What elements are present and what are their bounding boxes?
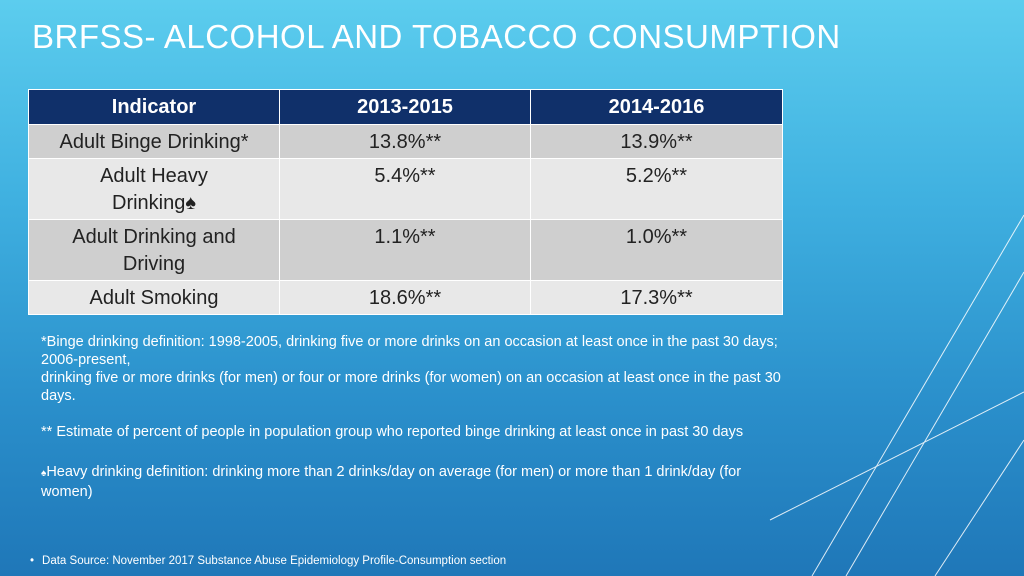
value-cell: 18.6%** <box>279 280 531 315</box>
header-2014-2016: 2014-2016 <box>530 89 783 125</box>
spade-icon: ♠ <box>41 468 47 479</box>
binge-definition-note: *Binge drinking definition: 1998-2005, d… <box>41 333 781 405</box>
bullet-icon: • <box>30 555 35 567</box>
value-cell: 5.2%** <box>530 158 783 220</box>
footnotes: *Binge drinking definition: 1998-2005, d… <box>41 333 781 501</box>
table-row: Adult Heavy Drinking♠ 5.4%** 5.2%** <box>28 158 783 220</box>
table-row: Adult Smoking 18.6%** 17.3%** <box>28 280 783 315</box>
indicator-cell: Adult Heavy Drinking♠ <box>28 158 280 220</box>
header-2013-2015: 2013-2015 <box>279 89 531 125</box>
value-cell: 1.1%** <box>279 219 531 281</box>
value-cell: 1.0%** <box>530 219 783 281</box>
value-cell: 13.9%** <box>530 124 783 159</box>
value-cell: 13.8%** <box>279 124 531 159</box>
indicator-table: Indicator 2013-2015 2014-2016 Adult Bing… <box>28 89 783 315</box>
value-cell: 5.4%** <box>279 158 531 220</box>
indicator-cell: Adult Drinking and Driving <box>28 219 280 281</box>
page-title: BRFSS- ALCOHOL AND TOBACCO CONSUMPTION <box>32 18 841 55</box>
indicator-cell: Adult Binge Drinking* <box>28 124 280 159</box>
value-cell: 17.3%** <box>530 280 783 315</box>
heavy-definition-note: ♠Heavy drinking definition: drinking mor… <box>41 463 781 501</box>
header-indicator: Indicator <box>28 89 280 125</box>
binge-definition-line2: drinking five or more drinks (for men) o… <box>41 370 781 404</box>
table-row: Adult Binge Drinking* 13.8%** 13.9%** <box>28 124 783 159</box>
estimate-note: ** Estimate of percent of people in popu… <box>41 424 744 440</box>
table-row: Adult Drinking and Driving 1.1%** 1.0%** <box>28 219 783 281</box>
binge-definition-line1: *Binge drinking definition: 1998-2005, d… <box>41 334 778 368</box>
table-header-row: Indicator 2013-2015 2014-2016 <box>28 89 783 125</box>
indicator-cell: Adult Smoking <box>28 280 280 315</box>
data-source-text: Data Source: November 2017 Substance Abu… <box>42 555 507 567</box>
data-source: • Data Source: November 2017 Substance Ab… <box>30 555 506 567</box>
heavy-definition-text: Heavy drinking definition: drinking more… <box>41 464 742 500</box>
